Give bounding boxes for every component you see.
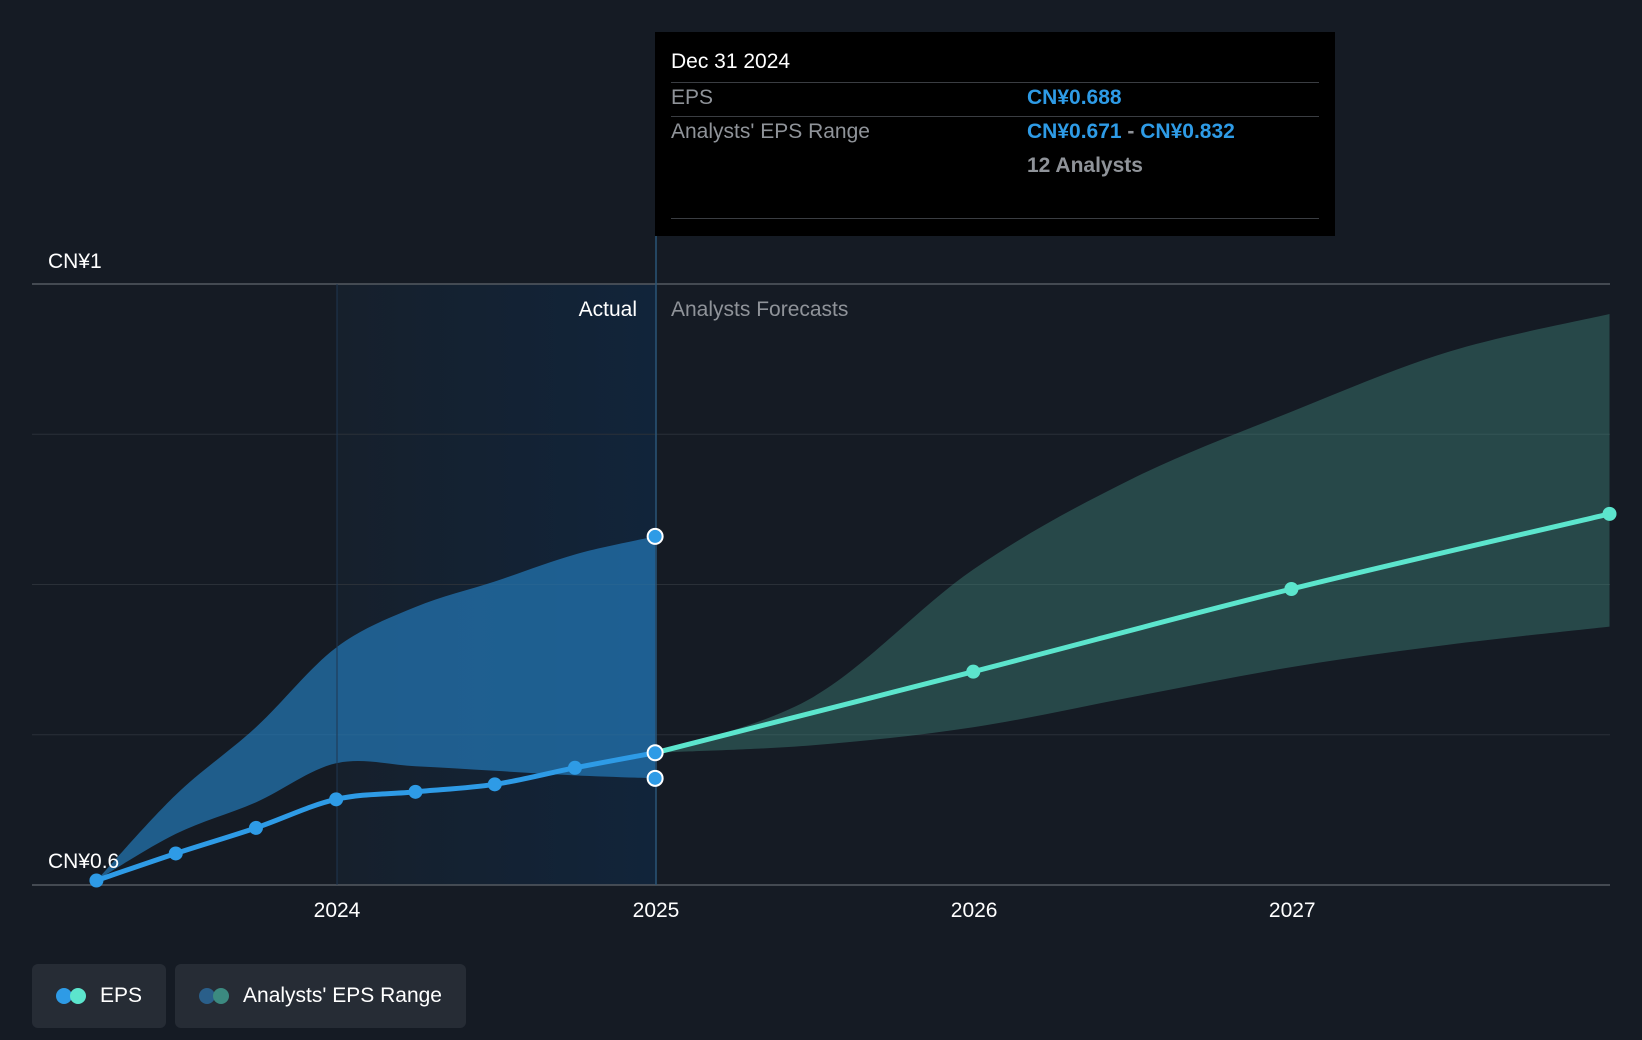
actual-section-label: Actual bbox=[579, 298, 637, 321]
tooltip-divider bbox=[671, 116, 1319, 117]
legend-dot bbox=[199, 988, 216, 1004]
legend-item-eps[interactable]: EPS bbox=[32, 964, 167, 1028]
x-axis-tick-label: 2027 bbox=[1269, 899, 1316, 922]
eps-range-band-forecast bbox=[655, 314, 1610, 753]
eps-point-actual bbox=[168, 846, 183, 861]
tooltip-date: Dec 31 2024 bbox=[671, 50, 791, 73]
eps-range-bands bbox=[96, 314, 1610, 881]
eps-range-band-actual bbox=[96, 536, 656, 881]
legend-dot bbox=[56, 988, 72, 1004]
tooltip-analysts-count: 12 Analysts bbox=[1027, 154, 1143, 177]
tooltip-range-label: Analysts' EPS Range bbox=[671, 120, 870, 143]
tooltip-range-low: CN¥0.671 bbox=[1027, 120, 1122, 143]
eps-line-forecast bbox=[652, 511, 1613, 756]
y-axis-bottom-label: CN¥0.6 bbox=[48, 850, 119, 873]
legend-label-eps-range: Analysts' EPS Range bbox=[243, 984, 442, 1007]
eps-point-actual bbox=[329, 792, 344, 807]
eps-range-marker bbox=[646, 527, 664, 545]
x-axis-ticks: 2024 2025 2026 2027 bbox=[314, 899, 1316, 922]
legend-swatch-eps-range bbox=[199, 988, 230, 1004]
tooltip-range-value: CN¥0.671 - CN¥0.832 bbox=[1027, 120, 1235, 144]
y-axis-top-label: CN¥1 bbox=[48, 250, 102, 273]
eps-point-forecast bbox=[1602, 506, 1617, 521]
tooltip-range-separator: - bbox=[1127, 120, 1135, 143]
legend-label-eps: EPS bbox=[100, 984, 143, 1007]
eps-point-actual bbox=[408, 784, 423, 799]
tooltip-eps-label: EPS bbox=[671, 86, 714, 109]
tooltip-divider bbox=[671, 82, 1319, 83]
legend-item-eps-range[interactable]: Analysts' EPS Range bbox=[175, 964, 466, 1028]
eps-point-actual bbox=[487, 777, 502, 792]
legend-dot bbox=[213, 988, 230, 1004]
eps-point-actual bbox=[89, 873, 104, 888]
eps-point-actual bbox=[646, 744, 664, 762]
legend-swatch-eps bbox=[56, 988, 86, 1004]
eps-point-forecast bbox=[966, 664, 981, 679]
eps-data-points bbox=[89, 506, 1617, 888]
eps-point-actual bbox=[567, 760, 582, 775]
tooltip: Dec 31 2024 EPS CN¥0.688 Analysts' EPS R… bbox=[655, 32, 1335, 236]
x-axis-tick-label: 2026 bbox=[951, 899, 998, 922]
legend-dot bbox=[70, 988, 86, 1004]
forecast-section-label: Analysts Forecasts bbox=[671, 298, 848, 321]
eps-range-marker bbox=[646, 769, 664, 787]
eps-point-actual bbox=[248, 820, 263, 835]
x-axis-tick-label: 2025 bbox=[633, 899, 680, 922]
eps-point-forecast bbox=[1284, 582, 1299, 597]
tooltip-eps-value: CN¥0.688 bbox=[1027, 86, 1122, 109]
tooltip-range-high: CN¥0.832 bbox=[1140, 120, 1235, 143]
chart-legend: EPS Analysts' EPS Range bbox=[32, 964, 466, 1028]
x-axis-tick-label: 2024 bbox=[314, 899, 361, 922]
tooltip-divider bbox=[671, 218, 1319, 219]
